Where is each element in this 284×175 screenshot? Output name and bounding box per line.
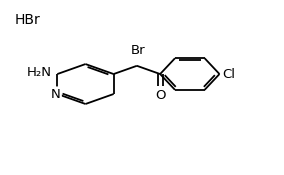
Text: O: O [155,89,165,102]
Text: Br: Br [131,44,146,57]
Text: H₂N: H₂N [27,66,52,79]
Text: N: N [51,88,61,100]
Text: HBr: HBr [15,13,41,27]
Text: Cl: Cl [222,68,235,80]
